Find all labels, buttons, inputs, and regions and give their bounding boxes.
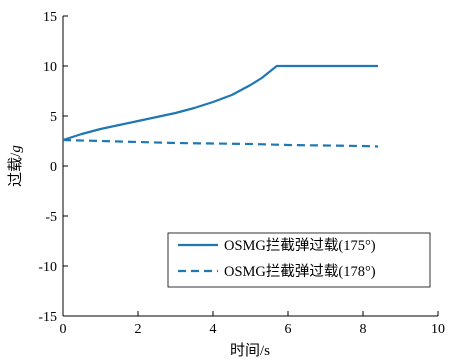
x-axis-title: 时间/s [230,342,270,359]
x-tick-label: 8 [360,322,367,337]
series-line-175 [62,64,378,142]
y-tick-label: -10 [38,260,57,275]
x-tick-label: 2 [135,322,142,337]
y-axis-title-unit: g [8,145,24,153]
x-tick-label: 10 [431,322,445,337]
y-axis-title-main: 过载/ [7,152,24,187]
x-tick-label: 4 [210,322,217,337]
y-ticks: -15 -10 -5 0 5 10 15 [38,10,68,325]
y-tick-label: 5 [50,110,57,125]
y-tick-label: 10 [43,60,57,75]
y-tick-label: 0 [50,160,57,175]
legend-box [167,232,431,288]
series-group [62,64,379,148]
plot-area: 0 2 4 6 8 10 -15 -10 -5 0 5 10 15 [38,10,445,337]
series-line-178 [62,138,379,148]
legend: OSMG拦截弹过载(175°) OSMG拦截弹过载(178°) [167,232,431,288]
legend-label-175: OSMG拦截弹过载(175°) [224,237,376,254]
y-tick-label: 15 [43,10,57,25]
y-tick-label: -15 [38,310,57,325]
y-axis-title: 过载/g [7,145,24,187]
x-ticks: 0 2 4 6 8 10 [60,311,445,337]
legend-label-178: OSMG拦截弹过载(178°) [224,263,376,280]
x-tick-label: 6 [285,322,292,337]
x-tick-label: 0 [60,322,67,337]
y-tick-label: -5 [45,210,57,225]
